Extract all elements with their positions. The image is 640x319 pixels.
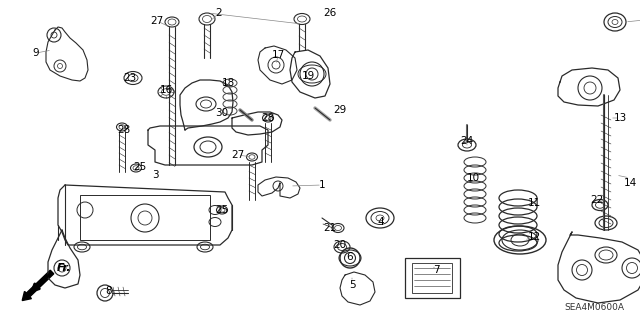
Text: Fr.: Fr. xyxy=(57,263,72,273)
Text: 6: 6 xyxy=(347,252,353,262)
Text: 29: 29 xyxy=(333,105,347,115)
Text: 24: 24 xyxy=(460,136,474,146)
Text: 17: 17 xyxy=(271,50,285,60)
Text: 16: 16 xyxy=(159,85,173,95)
Bar xyxy=(412,263,452,293)
Text: 28: 28 xyxy=(261,113,275,123)
Text: 9: 9 xyxy=(33,48,39,58)
Text: 26: 26 xyxy=(323,8,337,18)
Text: 12: 12 xyxy=(527,232,541,242)
Text: 19: 19 xyxy=(301,71,315,81)
Text: 1: 1 xyxy=(319,180,325,190)
Text: 27: 27 xyxy=(232,150,244,160)
Bar xyxy=(405,258,460,298)
Text: 5: 5 xyxy=(349,280,355,290)
Text: 8: 8 xyxy=(106,286,112,296)
Text: 11: 11 xyxy=(527,198,541,208)
Text: 23: 23 xyxy=(124,73,136,83)
Text: 3: 3 xyxy=(152,170,158,180)
Text: 4: 4 xyxy=(378,217,384,227)
Text: 18: 18 xyxy=(221,78,235,88)
Text: SEA4M0600A: SEA4M0600A xyxy=(564,303,624,312)
Text: 25: 25 xyxy=(133,162,147,172)
Text: 28: 28 xyxy=(117,125,131,135)
FancyArrow shape xyxy=(22,270,54,300)
Text: 22: 22 xyxy=(590,195,604,205)
Text: 2: 2 xyxy=(216,8,222,18)
Bar xyxy=(80,195,210,240)
Text: 30: 30 xyxy=(216,108,228,118)
Text: 20: 20 xyxy=(333,240,347,250)
Text: 10: 10 xyxy=(467,173,479,183)
Text: 13: 13 xyxy=(613,113,627,123)
Text: 27: 27 xyxy=(150,16,164,26)
Text: 14: 14 xyxy=(623,178,637,188)
Text: 21: 21 xyxy=(323,223,337,233)
Text: 25: 25 xyxy=(216,205,228,215)
Text: 7: 7 xyxy=(433,265,439,275)
